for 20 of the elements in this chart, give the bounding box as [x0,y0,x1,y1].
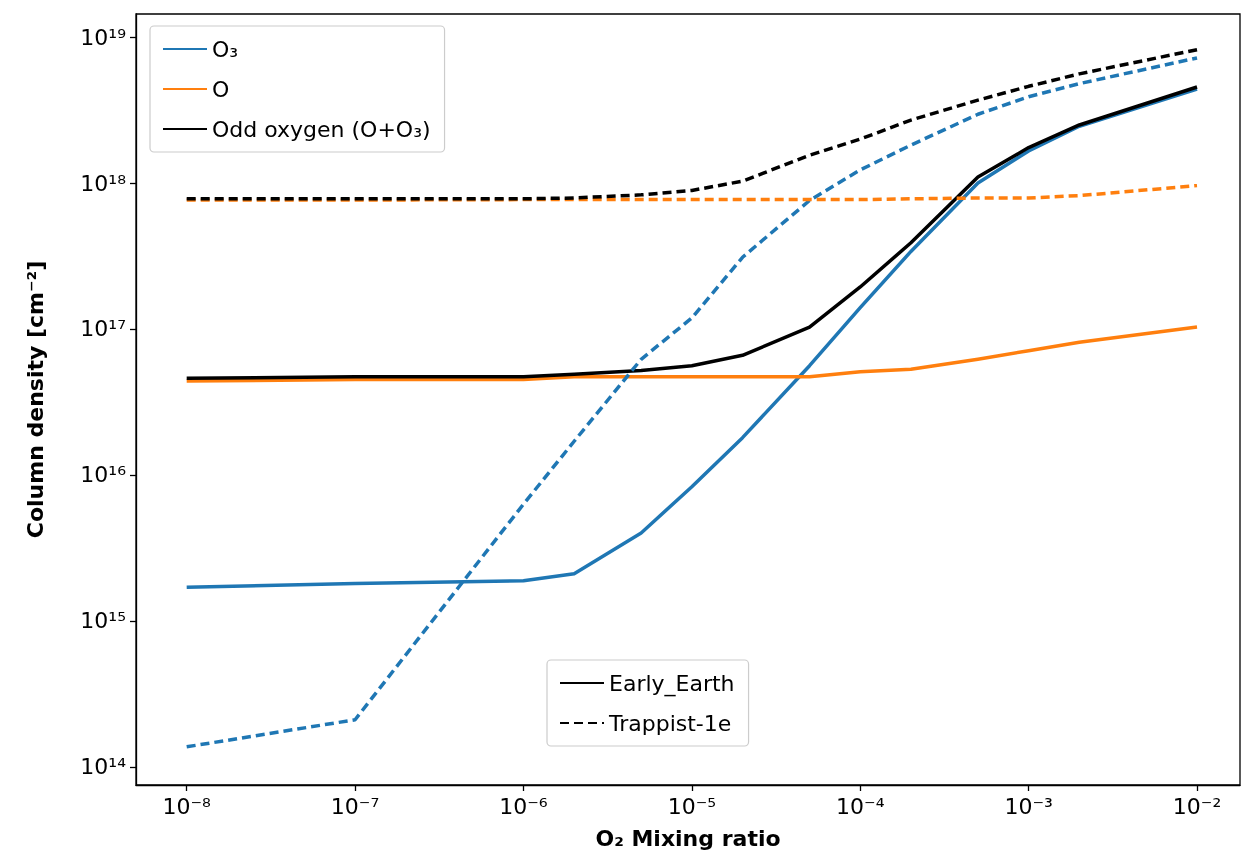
legend-label: Early_Earth [609,670,735,697]
x-tick-label: 10⁻⁸ [162,793,212,819]
y-tick-label: 10¹⁴ [80,754,127,780]
y-tick-label: 10¹⁸ [80,170,127,196]
x-tick-label: 10⁻⁵ [667,793,717,819]
x-axis-title: O₂ Mixing ratio [595,825,781,851]
x-tick-label: 10⁻² [1172,793,1222,819]
y-tick-label: 10¹⁵ [80,608,126,634]
y-tick-label: 10¹⁹ [80,24,126,50]
x-tick-label: 10⁻⁷ [330,793,380,819]
legend-label: Trappist-1e [608,710,732,736]
legend-label: Odd oxygen (O+O₃) [212,116,431,142]
legend-label: O [212,76,230,102]
y-tick-label: 10¹⁶ [80,462,127,488]
legend-label: O₃ [212,36,239,62]
y-tick-label: 10¹⁷ [80,316,126,342]
x-tick-label: 10⁻⁶ [499,793,548,819]
y-axis-title: Column density [cm⁻²] [22,260,48,539]
x-tick-label: 10⁻³ [1004,793,1053,819]
x-tick-label: 10⁻⁴ [836,793,885,819]
